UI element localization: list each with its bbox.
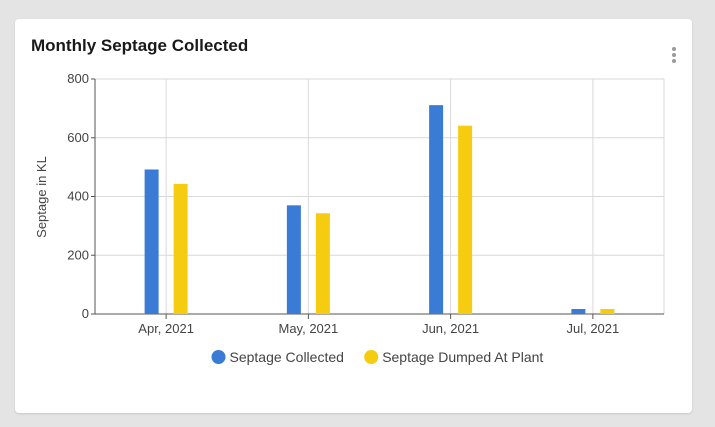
y-tick-label: 400 [67, 189, 89, 204]
bar[interactable] [571, 309, 586, 314]
card-title: Monthly Septage Collected [31, 36, 249, 55]
bar[interactable] [315, 213, 330, 314]
more-vert-icon[interactable] [665, 44, 683, 66]
bar[interactable] [286, 205, 301, 314]
tick-labels: 0 200 400 600 800 Apr, 2021 May, 2021 Jun, 2021… [67, 71, 619, 336]
bar[interactable] [144, 169, 159, 314]
legend-swatch [364, 350, 379, 364]
legend-item[interactable]: Septage Dumped At Plant [364, 349, 543, 365]
bars [144, 105, 615, 314]
grid-lines [95, 78, 665, 314]
bar[interactable] [600, 309, 615, 314]
legend-label: Septage Collected [230, 349, 344, 365]
y-tick-label: 800 [67, 71, 89, 86]
y-tick-label: 600 [67, 130, 89, 145]
y-tick-label: 0 [82, 306, 89, 321]
legend: Septage Collected Septage Dumped At Plant [211, 349, 543, 365]
legend-swatch [211, 350, 226, 364]
legend-label: Septage Dumped At Plant [382, 349, 543, 365]
legend-item[interactable]: Septage Collected [211, 349, 344, 365]
axes [91, 78, 664, 319]
x-tick-label: Jul, 2021 [566, 321, 619, 336]
bar[interactable] [458, 125, 473, 314]
chart-card: Monthly Septage Collected [15, 19, 692, 413]
y-axis-title: Septage in KL [34, 156, 49, 238]
bar[interactable] [429, 105, 444, 314]
x-tick-label: May, 2021 [279, 321, 339, 336]
x-tick-label: Jun, 2021 [422, 321, 479, 336]
bar[interactable] [173, 183, 188, 314]
x-tick-label: Apr, 2021 [138, 321, 194, 336]
y-tick-label: 200 [67, 247, 89, 262]
